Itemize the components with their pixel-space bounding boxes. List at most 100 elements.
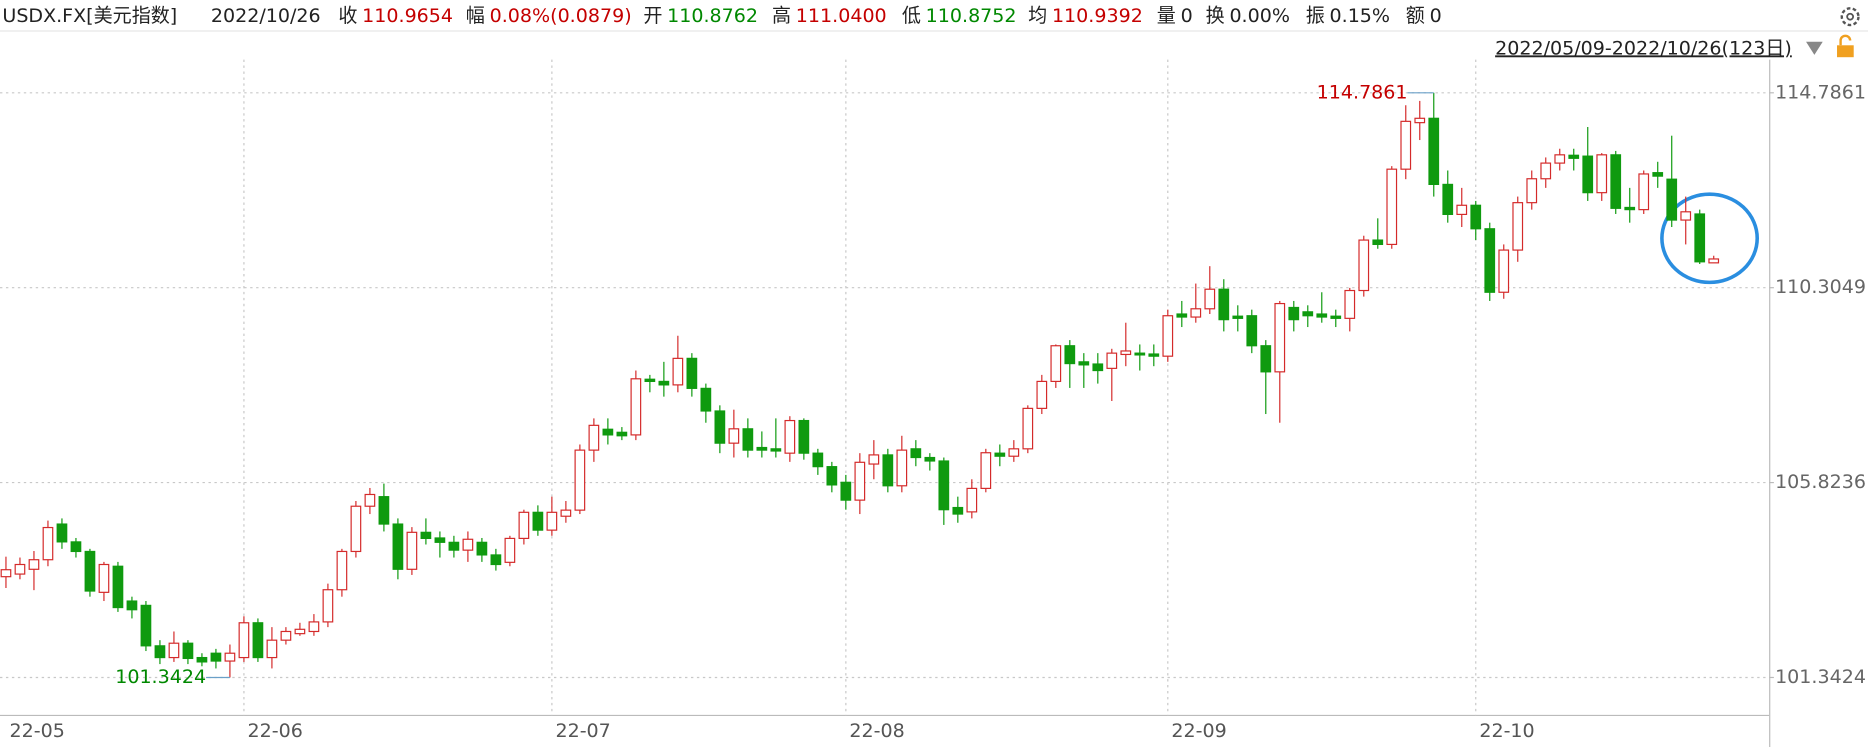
candle-body	[196, 656, 208, 663]
candle-body	[630, 378, 642, 436]
y-tick-label: 110.3049	[1775, 276, 1866, 298]
candle-body	[1400, 120, 1412, 170]
candle-body	[210, 652, 222, 662]
candle-body	[322, 589, 334, 623]
header-value: 0.15%	[1330, 5, 1391, 27]
candle-body	[1708, 258, 1720, 264]
candle-body	[140, 604, 152, 647]
y-tick-label: 114.7861	[1775, 81, 1866, 103]
candle-body	[504, 537, 516, 563]
candle-body	[84, 550, 96, 592]
candle-body	[266, 639, 278, 659]
candle-body	[868, 454, 880, 465]
symbol: USDX.FX[美元指数]	[2, 5, 177, 27]
candle-body	[1344, 289, 1356, 319]
candle-body	[1316, 313, 1328, 318]
header-value: 110.9654	[362, 5, 453, 27]
candle-body	[1484, 228, 1496, 293]
x-tick-label: 22-05	[10, 720, 65, 742]
candle-body	[1680, 211, 1692, 221]
highlight-circle	[1660, 192, 1759, 285]
candle-body	[1064, 345, 1076, 365]
header-label: 收	[338, 5, 357, 27]
candle-body	[476, 541, 488, 556]
candle-body	[1008, 448, 1020, 457]
candle-body	[672, 357, 684, 386]
candle-body	[350, 505, 362, 553]
candle-body	[1568, 154, 1580, 159]
range-dropdown[interactable]	[1806, 41, 1823, 55]
header-value: 110.8752	[926, 5, 1017, 27]
candle-body	[1428, 117, 1440, 185]
candle-body	[1330, 315, 1342, 319]
candle-body	[98, 563, 110, 593]
candle-body	[1246, 315, 1258, 347]
candle-body	[532, 511, 544, 531]
header-label: 幅	[466, 5, 485, 27]
header-value: 111.0400	[796, 5, 887, 27]
candle-body	[616, 431, 628, 437]
candle-body	[602, 428, 614, 436]
candle-body	[1442, 183, 1454, 216]
candle-body	[826, 466, 838, 486]
candle-body	[364, 493, 376, 507]
candle-body	[28, 559, 40, 570]
candle-body	[168, 642, 180, 659]
candle-body	[420, 531, 432, 540]
candle-body	[378, 496, 390, 525]
candle-body	[490, 554, 502, 566]
candle-body	[1190, 308, 1202, 318]
candle-body	[700, 387, 712, 412]
lock-body	[1837, 45, 1854, 58]
header-value: 0	[1181, 5, 1193, 27]
candle-body	[182, 642, 194, 660]
candle-body	[1624, 206, 1636, 211]
candle-body	[126, 600, 138, 611]
candle-body	[658, 380, 670, 386]
candle-body	[1652, 172, 1664, 177]
candle-body	[1148, 353, 1160, 357]
candle-body	[238, 622, 250, 659]
candle-body	[0, 569, 12, 578]
candle-body	[770, 448, 782, 452]
header-label: 量	[1157, 5, 1176, 27]
candle-body	[1596, 154, 1608, 194]
candle-body	[966, 487, 978, 513]
candle-body	[1022, 407, 1034, 450]
candle-body	[1120, 350, 1132, 356]
candle-body	[1582, 155, 1594, 194]
header-label: 换	[1206, 5, 1225, 27]
candle-body	[1694, 213, 1706, 263]
candle-body	[910, 448, 922, 459]
candle-body	[952, 506, 964, 515]
candle-body	[1470, 204, 1482, 230]
date-range[interactable]: 2022/05/09-2022/10/26(123日)	[1495, 37, 1792, 59]
settings-icon[interactable]	[1840, 7, 1860, 27]
candle-body	[812, 452, 824, 468]
header-value: 0.08%(0.0879)	[490, 5, 632, 27]
lock-shackle	[1839, 34, 1852, 46]
candle-body	[896, 449, 908, 487]
candle-body	[1260, 345, 1272, 373]
candle-body	[294, 628, 306, 635]
candle-body	[1162, 315, 1174, 357]
gear-outer	[1840, 7, 1860, 27]
header-label: 均	[1028, 5, 1047, 27]
header-value: 110.9392	[1052, 5, 1143, 27]
candle-body	[980, 452, 992, 489]
candle-body	[1414, 117, 1426, 124]
candle-body	[1666, 178, 1678, 221]
candle-body	[1610, 154, 1622, 209]
candle-body	[252, 622, 264, 659]
candle-body	[560, 509, 572, 517]
candle-body	[56, 523, 68, 543]
y-tick-label: 105.8236	[1775, 471, 1866, 493]
candle-body	[1456, 204, 1468, 216]
candle-body	[1288, 306, 1300, 321]
lock-icon[interactable]	[1837, 34, 1854, 58]
candle-body	[1554, 154, 1566, 164]
candle-body	[1176, 313, 1188, 318]
header-label: 额	[1406, 5, 1425, 27]
candle-body	[798, 419, 810, 454]
